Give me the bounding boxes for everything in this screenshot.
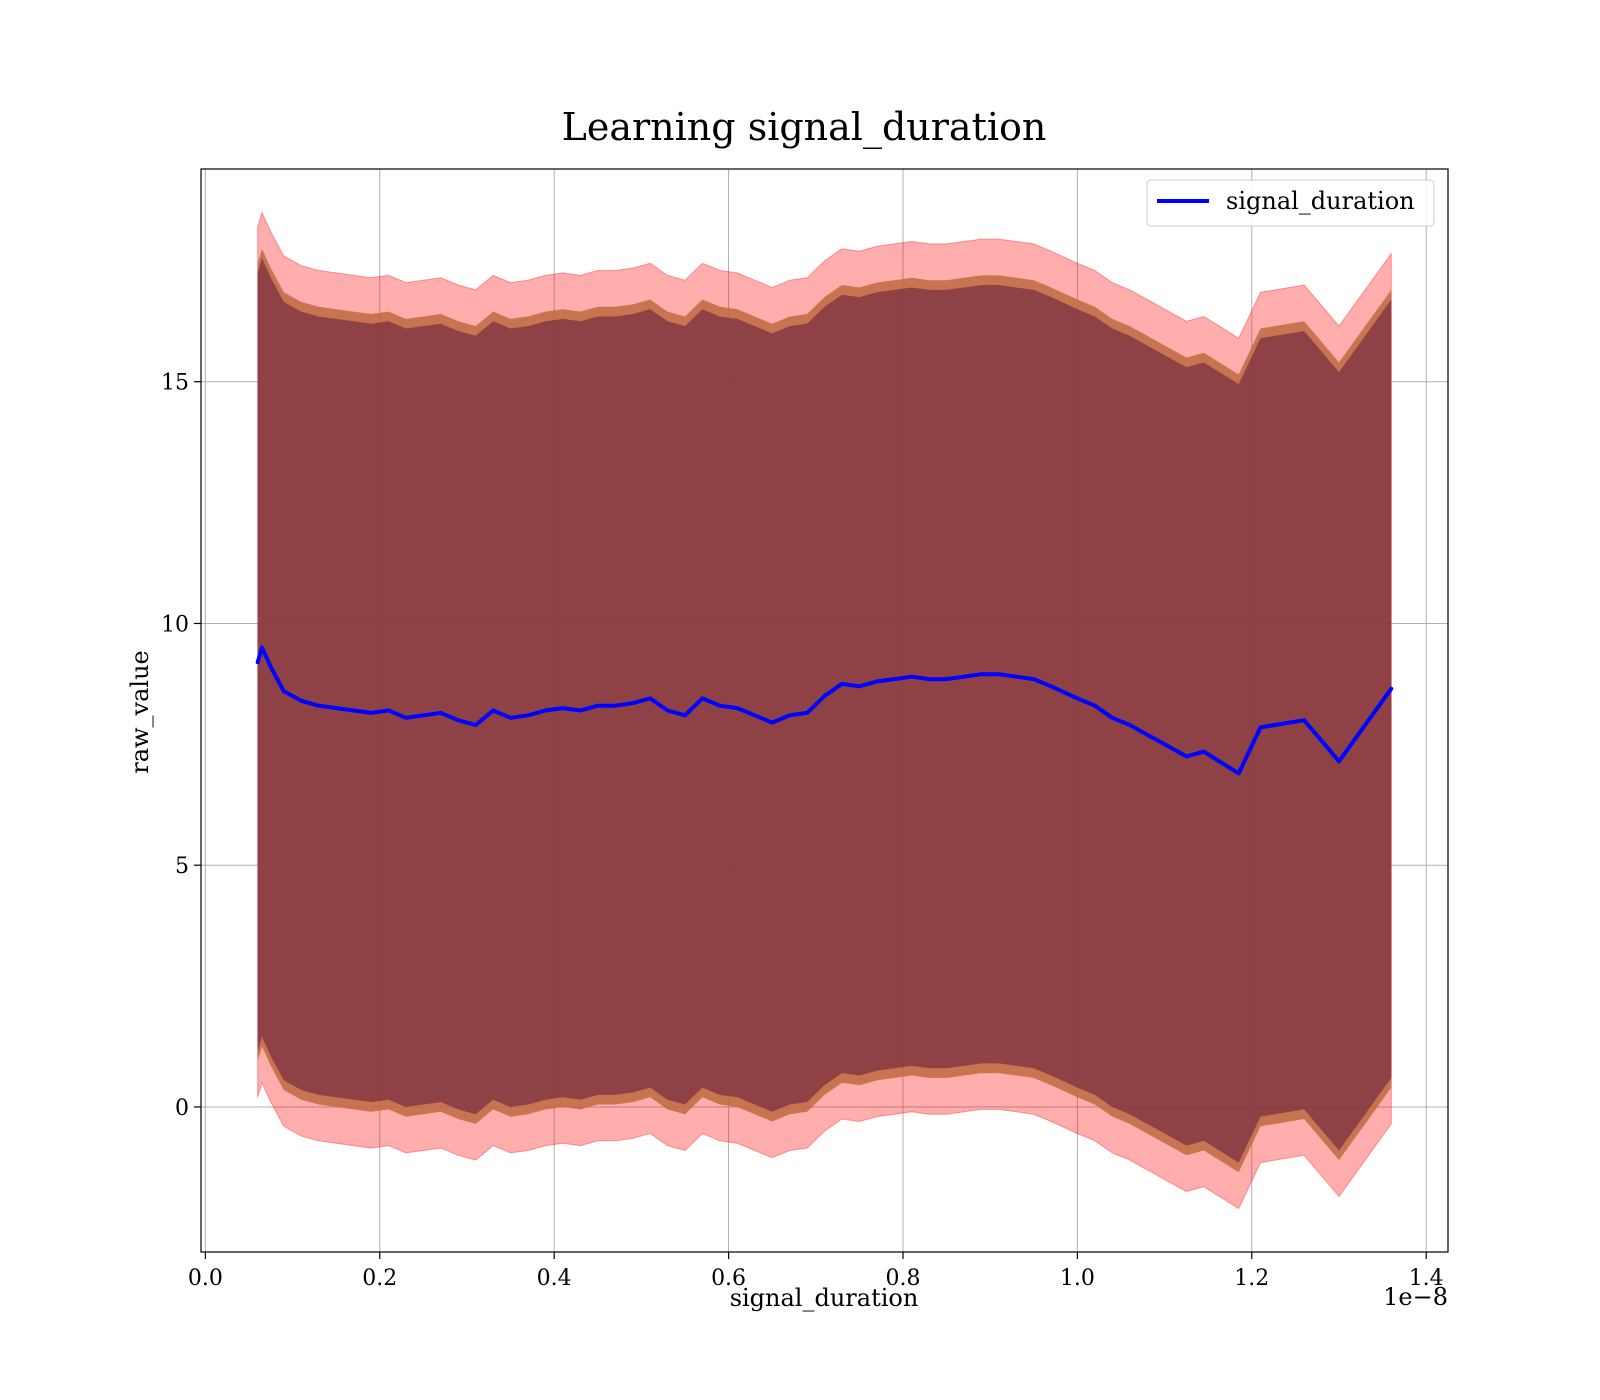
series-lines [255, 645, 1394, 776]
x-tick-label: 1.2 [1234, 1266, 1269, 1291]
confidence-bands [257, 211, 1392, 1210]
x-tick-label: 0.0 [188, 1266, 223, 1291]
x-tick-label: 0.2 [362, 1266, 397, 1291]
y-axis-label: raw_value [126, 650, 154, 774]
x-tick-label: 0.8 [885, 1266, 920, 1291]
y-tick-label: 10 [161, 612, 189, 637]
x-tick-label: 0.6 [711, 1266, 746, 1291]
legend: signal_duration [1146, 179, 1435, 227]
inner-confidence-band [257, 258, 1392, 1163]
x-axis-label: signal_duration [730, 1284, 919, 1312]
x-tick-label: 1.0 [1060, 1266, 1095, 1291]
chart-title: Learning signal_duration [562, 105, 1047, 150]
x-tick-label: 1.4 [1409, 1266, 1444, 1291]
y-axis-ticks: 0 5 10 15 [161, 371, 201, 1121]
y-tick-label: 0 [175, 1096, 189, 1121]
y-tick-label: 5 [175, 854, 189, 879]
axes-frame [200, 168, 1449, 1253]
x-offset-label: 1e−8 [1383, 1283, 1448, 1311]
x-axis-ticks: 0.0 0.2 0.4 0.6 0.8 1.0 1.2 1.4 [188, 1252, 1444, 1291]
plot-area [200, 168, 1449, 1253]
x-tick-label: 0.4 [537, 1266, 572, 1291]
legend-box [1146, 179, 1435, 227]
legend-label-signal-duration: signal_duration [1226, 187, 1415, 215]
series-line-signal-duration [255, 645, 1394, 776]
y-tick-label: 15 [161, 371, 189, 396]
